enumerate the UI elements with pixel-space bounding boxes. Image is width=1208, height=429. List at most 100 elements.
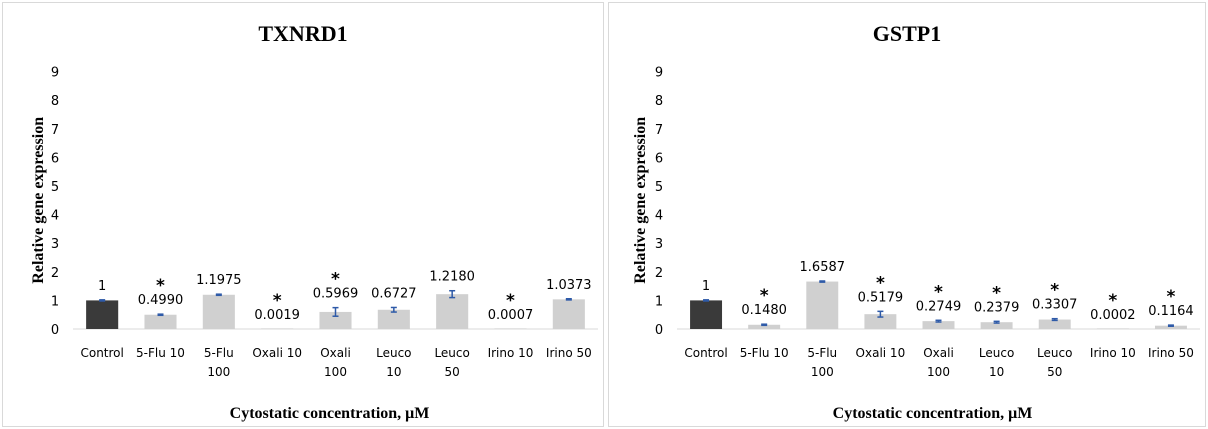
significance-marker: * xyxy=(760,286,769,306)
x-tick-label: Oxali xyxy=(320,346,351,360)
y-tick-label: 2 xyxy=(51,266,59,281)
bar xyxy=(1154,325,1187,329)
x-tick-label: 100 xyxy=(207,365,230,379)
y-tick-label: 5 xyxy=(655,180,663,195)
bar xyxy=(1096,328,1129,329)
chart-title: TXNRD1 xyxy=(258,21,347,46)
x-tick-label: Irino 50 xyxy=(546,346,592,360)
data-label: 1 xyxy=(98,279,106,294)
y-tick-label: 0 xyxy=(655,323,663,338)
data-label: 0.6727 xyxy=(371,286,417,301)
data-label: 0.5179 xyxy=(858,290,904,305)
x-tick-label: 10 xyxy=(386,365,401,379)
significance-marker: * xyxy=(331,270,340,290)
y-tick-label: 6 xyxy=(655,151,663,166)
significance-marker: * xyxy=(156,276,165,296)
bar xyxy=(980,322,1013,329)
y-tick-label: 6 xyxy=(51,151,59,166)
bar xyxy=(494,328,527,329)
data-label: 0.1164 xyxy=(1148,304,1194,319)
y-tick-label: 9 xyxy=(51,66,59,81)
x-tick-label: 50 xyxy=(1047,365,1062,379)
data-label: 0.0002 xyxy=(1090,308,1136,323)
significance-marker: * xyxy=(1050,281,1059,301)
data-label: 0.4990 xyxy=(138,293,184,308)
x-tick-label: Control xyxy=(684,346,727,360)
chart-svg-gstp1: GSTP1 Relative gene expression 0 1 2 3 4 5 6 7 8 9 1… xyxy=(632,21,1200,422)
chart-panel-gstp1: GSTP1 Relative gene expression 0 1 2 3 4 5 6 7 8 9 1… xyxy=(608,2,1206,427)
y-tick-label: 1 xyxy=(655,294,663,309)
chart-title: GSTP1 xyxy=(873,21,941,46)
significance-marker: * xyxy=(1108,291,1117,311)
significance-marker: * xyxy=(1166,287,1175,307)
y-axis-title: Relative gene expression xyxy=(30,117,47,284)
y-tick-label: 8 xyxy=(655,94,663,109)
bar xyxy=(144,314,177,329)
x-tick-label: 5-Flu 10 xyxy=(136,346,185,360)
significance-marker: * xyxy=(934,282,943,302)
x-tick-label: 5-Flu xyxy=(807,346,837,360)
bar xyxy=(806,281,839,329)
x-tick-label: Oxali xyxy=(923,346,954,360)
data-label: 1.6587 xyxy=(800,260,846,275)
data-label: 1 xyxy=(702,279,710,294)
x-tick-label: Oxali 10 xyxy=(856,346,906,360)
chart-panel-txnrd1: TXNRD1 Relative gene expression 0 1 2 3 4 5 6 7 8 9… xyxy=(2,2,604,427)
x-tick-label: Irino 10 xyxy=(488,346,534,360)
significance-marker: * xyxy=(506,291,515,311)
bar xyxy=(86,300,119,329)
significance-marker: * xyxy=(876,273,885,293)
bar xyxy=(1038,319,1071,329)
data-label: 1.1975 xyxy=(196,273,242,288)
y-tick-label: 7 xyxy=(51,123,59,138)
y-tick-label: 2 xyxy=(655,266,663,281)
y-tick-label: 3 xyxy=(655,237,663,252)
x-tick-label: Leuco xyxy=(434,346,469,360)
y-tick-label: 4 xyxy=(655,209,663,224)
y-tick-label: 7 xyxy=(655,123,663,138)
y-tick-label: 0 xyxy=(51,323,59,338)
bar xyxy=(436,294,469,329)
x-tick-label: 100 xyxy=(927,365,950,379)
bar xyxy=(202,294,235,329)
x-tick-label: 5-Flu xyxy=(204,346,234,360)
bar xyxy=(377,309,410,329)
y-tick-label: 5 xyxy=(51,180,59,195)
data-label: 0.2379 xyxy=(974,300,1020,315)
y-tick-label: 8 xyxy=(51,94,59,109)
x-tick-label: 10 xyxy=(989,365,1004,379)
data-label: 0.2749 xyxy=(916,299,962,314)
bar xyxy=(864,314,897,329)
data-label: 1.2180 xyxy=(429,270,475,285)
x-tick-label: 100 xyxy=(811,365,834,379)
x-tick-label: Irino 50 xyxy=(1148,346,1194,360)
x-axis-title: Cytostatic concentration, μM xyxy=(230,405,430,422)
bar xyxy=(552,299,585,329)
data-label: 0.0007 xyxy=(488,308,534,323)
data-label: 1.0373 xyxy=(546,278,592,293)
x-tick-label: Leuco xyxy=(979,346,1014,360)
data-label: 0.1480 xyxy=(741,303,787,318)
chart-svg-txnrd1: TXNRD1 Relative gene expression 0 1 2 3 4 5 6 7 8 9… xyxy=(30,21,598,422)
bar xyxy=(319,311,352,329)
x-tick-label: Leuco xyxy=(1037,346,1072,360)
x-tick-label: Control xyxy=(80,346,123,360)
data-label: 0.0019 xyxy=(254,308,300,323)
x-tick-label: 50 xyxy=(445,365,460,379)
x-tick-label: Leuco xyxy=(376,346,411,360)
bar xyxy=(748,324,781,329)
bar xyxy=(261,328,294,329)
y-axis-title: Relative gene expression xyxy=(632,117,649,284)
data-label: 0.5969 xyxy=(313,287,359,302)
significance-marker: * xyxy=(273,291,282,311)
significance-marker: * xyxy=(992,283,1001,303)
bar xyxy=(690,300,723,329)
y-tick-label: 1 xyxy=(51,294,59,309)
x-tick-label: 100 xyxy=(324,365,347,379)
x-tick-label: Oxali 10 xyxy=(252,346,302,360)
x-tick-label: 5-Flu 10 xyxy=(740,346,789,360)
data-label: 0.3307 xyxy=(1032,298,1078,313)
x-tick-label: Irino 10 xyxy=(1090,346,1136,360)
bar xyxy=(922,321,955,329)
y-tick-label: 4 xyxy=(51,209,59,224)
